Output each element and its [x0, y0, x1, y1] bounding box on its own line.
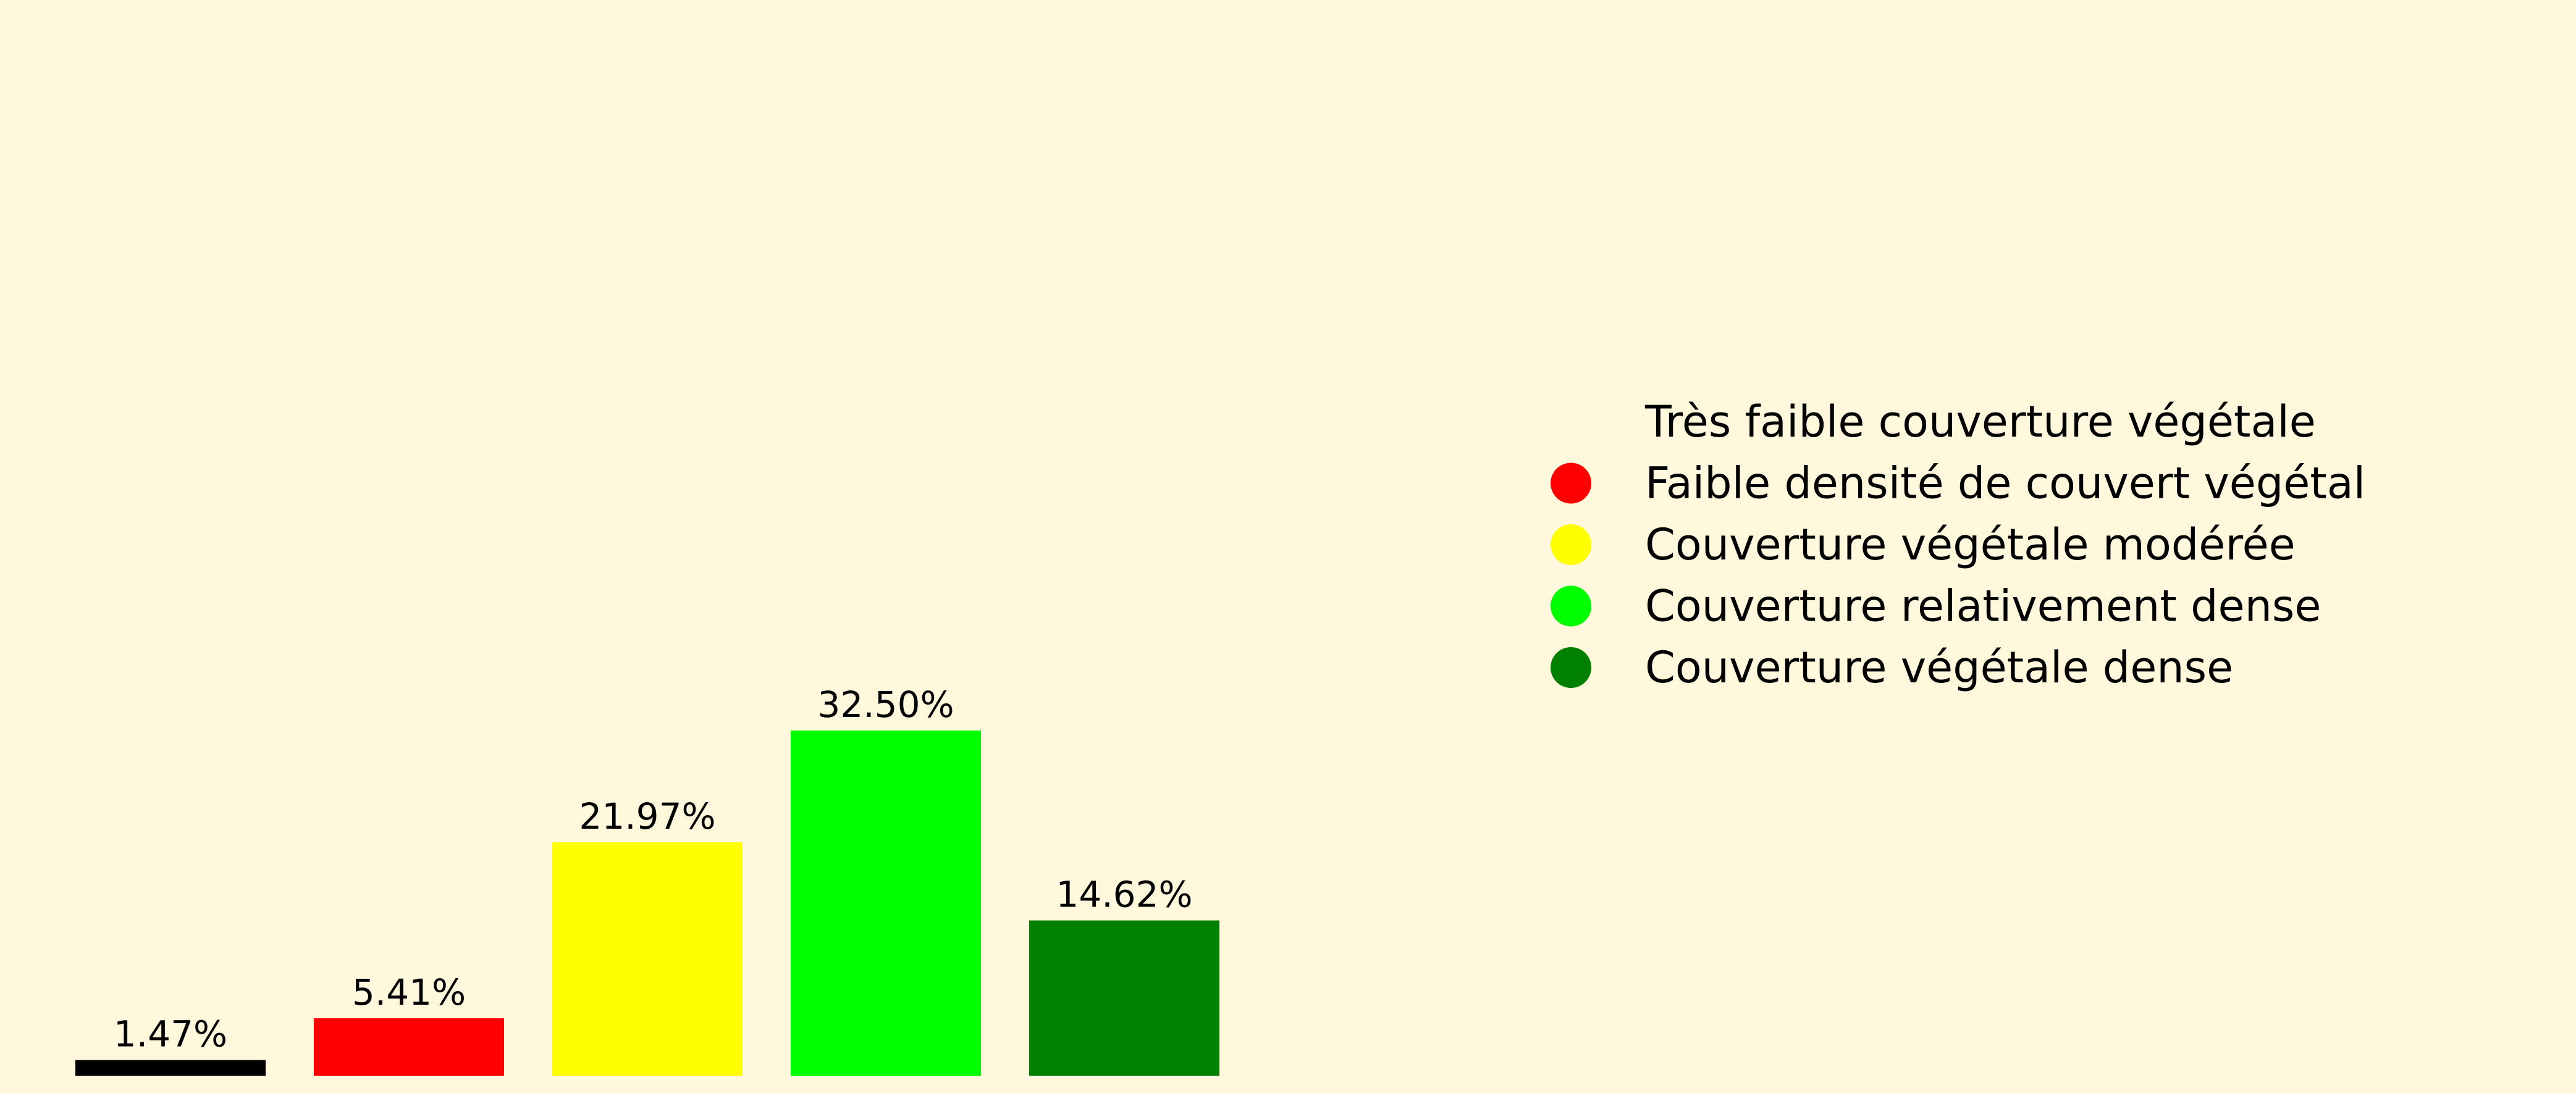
legend-marker-5	[1551, 647, 1591, 688]
bar-value-label-4: 32.50%	[817, 684, 954, 726]
legend-marker-3	[1551, 524, 1591, 565]
legend: Très faible couverture végétale Faible de…	[1551, 396, 2365, 693]
legend-label-5: Couverture végétale dense	[1645, 642, 2233, 693]
legend-label-2: Faible densité de couvert végétal	[1645, 458, 2365, 509]
bar-5	[1029, 920, 1219, 1076]
legend-label-3: Couverture végétale modérée	[1645, 519, 2296, 570]
legend-marker-4	[1551, 585, 1591, 627]
bar-4	[791, 731, 981, 1076]
bar-value-label-5: 14.62%	[1056, 874, 1192, 916]
legend-label-1: Très faible couverture végétale	[1644, 396, 2316, 447]
bar-value-label-1: 1.47%	[114, 1013, 227, 1055]
bar-2	[314, 1018, 504, 1076]
bar-3	[552, 842, 743, 1076]
legend-marker-2	[1551, 463, 1591, 504]
bar-value-label-3: 21.97%	[579, 795, 715, 837]
bar-value-label-2: 5.41%	[352, 971, 466, 1013]
bars-group: 1.47% 5.41% 21.97% 32.50% 14.62%	[75, 684, 1219, 1076]
legend-label-4: Couverture relativement dense	[1645, 581, 2321, 632]
bar-1	[75, 1060, 266, 1076]
